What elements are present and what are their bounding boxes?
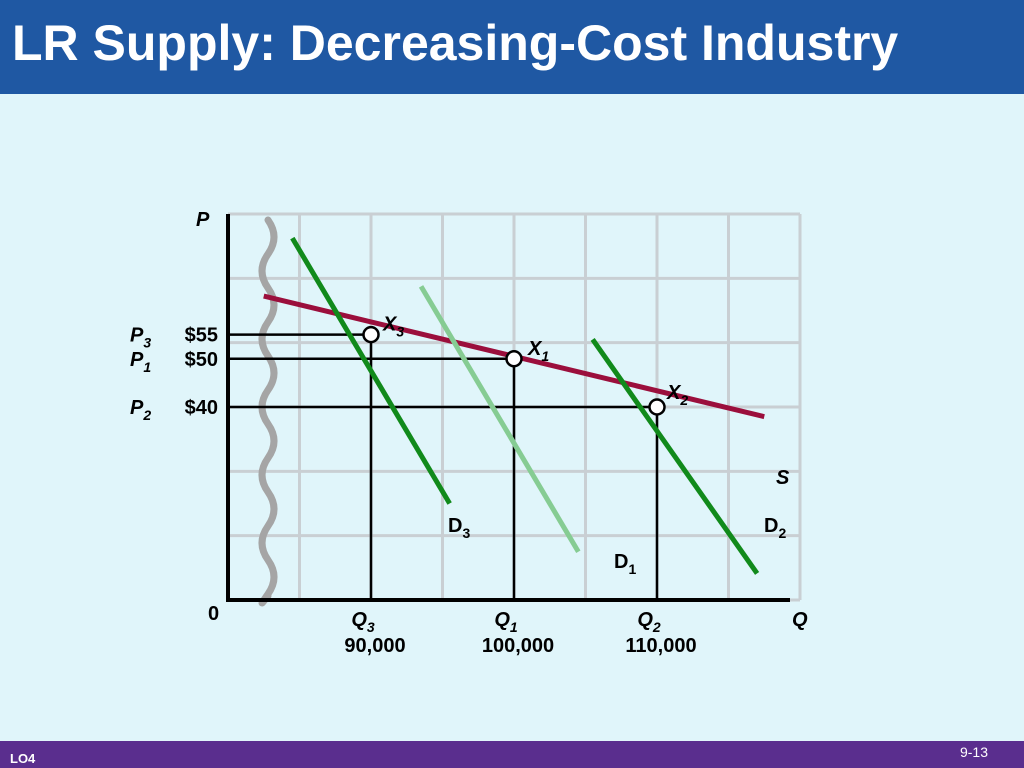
footer-bar: LO4 9-13 [0, 741, 1024, 768]
price-value-p3: $55 [185, 325, 218, 347]
equilibrium-guides [228, 333, 659, 600]
slide-title: LR Supply: Decreasing-Cost Industry [12, 15, 899, 71]
price-symbol-p3: P3 [130, 325, 151, 351]
series-label-d2: D2 [764, 515, 786, 541]
quantity-symbol-q2: Q2 [637, 609, 661, 635]
footer-objective: LO4 [10, 751, 36, 766]
series-label-d1: D1 [614, 551, 636, 577]
price-symbol-p1: P1 [130, 349, 151, 375]
chart-labels: P Q 0 S D3 D1 D2 X3 X1 X2 P3 $55 P1 $50 P2 $40 Q390,0… [130, 209, 808, 657]
equilibrium-points [362, 325, 666, 416]
quantity-value-q2: 110,000 [625, 635, 696, 657]
axis-break-mark [258, 216, 278, 607]
price-value-p1: $50 [185, 349, 218, 371]
equilibrium-label-x1: X1 [527, 338, 549, 364]
equilibrium-label-x2: X2 [666, 382, 688, 408]
equilibrium-point-x1 [505, 350, 523, 368]
quantity-symbol-q1: Q1 [494, 609, 518, 635]
y-axis-label: P [196, 209, 210, 231]
series-line-d1 [418, 285, 581, 554]
equilibrium-label-x3: X3 [382, 314, 404, 340]
equilibrium-point-x2 [648, 398, 666, 416]
series-label-d3: D3 [448, 515, 470, 541]
quantity-value-q3: 90,000 [344, 635, 405, 657]
quantity-symbol-q3: Q3 [351, 609, 375, 635]
series-line-d2 [590, 338, 760, 575]
price-value-p2: $40 [185, 397, 218, 419]
slide-number: 9-13 [959, 744, 988, 760]
price-symbol-p2: P2 [130, 397, 151, 423]
quantity-value-q1: 100,000 [482, 635, 554, 657]
title-bar: LR Supply: Decreasing-Cost Industry [0, 0, 1024, 94]
origin-label: 0 [208, 603, 219, 625]
x-axis-label: Q [792, 609, 808, 631]
equilibrium-point-x3 [362, 325, 380, 344]
series-label-s: S [776, 467, 790, 489]
series-line-d3 [290, 236, 452, 505]
